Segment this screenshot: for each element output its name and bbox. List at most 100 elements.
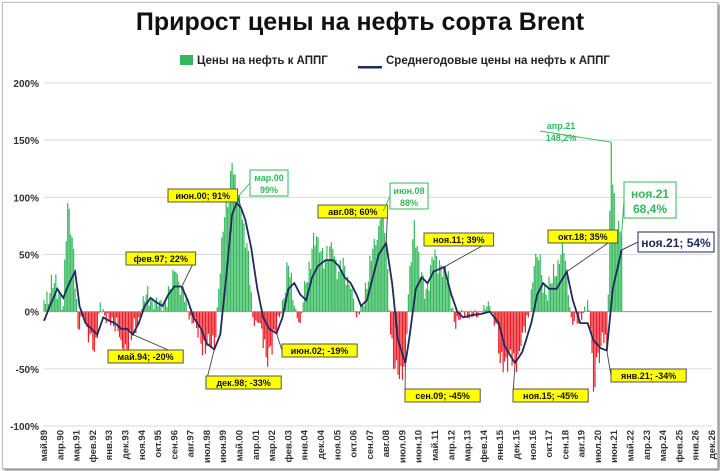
bar (526, 311, 528, 316)
bar (589, 311, 592, 329)
bar (259, 311, 261, 323)
bar (607, 294, 609, 312)
bar (65, 241, 67, 312)
bar (378, 225, 380, 312)
bar (384, 232, 386, 312)
bar (166, 307, 168, 312)
bar (421, 272, 423, 312)
bar (155, 297, 158, 312)
bar (281, 300, 284, 312)
x-tick-label: апр.12 (446, 430, 457, 460)
bar (142, 296, 144, 312)
bar (244, 247, 247, 312)
annotation: сен.09; -45% (404, 363, 481, 403)
bar (163, 302, 165, 312)
bar (345, 284, 347, 312)
bar (190, 311, 192, 316)
bar (391, 311, 393, 339)
bar (355, 311, 358, 318)
bar (375, 244, 377, 312)
legend-bars-label: Цены на нефть к АППГ (197, 55, 328, 67)
bar (304, 280, 306, 312)
bar (151, 297, 153, 312)
bar (70, 234, 72, 312)
bar (75, 298, 78, 312)
bar (147, 286, 149, 312)
annotation-box (125, 251, 197, 266)
annotation-box (281, 343, 358, 358)
x-tick-label: июн.10 (414, 430, 425, 463)
bar (382, 211, 384, 312)
bar (218, 288, 220, 312)
bar (518, 311, 521, 352)
x-tick-label: май.11 (430, 429, 441, 460)
annotation: ноя.21; 54% (621, 231, 715, 253)
bar (498, 311, 500, 354)
bar (118, 311, 121, 338)
y-tick-label: 200% (13, 79, 39, 90)
bar (277, 311, 279, 316)
bar (320, 251, 322, 312)
bar (67, 203, 69, 312)
bar (292, 299, 294, 312)
bar (90, 311, 92, 333)
bar (594, 311, 596, 388)
bar (338, 271, 340, 312)
bar (544, 283, 546, 312)
bar (178, 281, 180, 312)
annotation-label: май.94; -20% (118, 352, 174, 362)
y-tick-label: 0% (25, 308, 40, 319)
bar (444, 266, 446, 312)
x-tick-label: мар.13 (463, 430, 474, 461)
x-tick-label: сен.07 (365, 430, 376, 460)
bar (169, 288, 171, 312)
bar (247, 250, 249, 312)
annotation: дек.98; -33% (205, 349, 282, 390)
bar (461, 309, 463, 312)
bar (154, 300, 156, 312)
bar (615, 231, 617, 312)
bar (158, 300, 161, 312)
bar (610, 142, 612, 312)
annotation: фев.97; 22% (125, 251, 197, 287)
x-tick-label: окт.95 (153, 429, 164, 457)
annotation-label: ноя.21; 54% (641, 236, 711, 250)
bar (253, 311, 255, 327)
y-tick-label: 50% (19, 251, 39, 262)
annotation: апр.21 148,2% (539, 121, 612, 143)
bar (315, 236, 318, 312)
bar (621, 233, 623, 312)
bar (58, 291, 60, 312)
bar (548, 276, 550, 312)
bar (360, 305, 362, 312)
bar (545, 294, 547, 312)
annotation-leader (606, 350, 612, 376)
bar (487, 301, 489, 312)
bar (413, 220, 415, 312)
bar (170, 289, 172, 312)
bar (271, 311, 273, 355)
y-tick-label: -100% (10, 422, 39, 433)
bar (238, 194, 241, 312)
x-tick-label: июн.21 (609, 429, 620, 463)
bar (484, 309, 486, 312)
x-tick-label: фев.25 (674, 429, 685, 462)
x-tick-label: июл.20 (593, 430, 604, 463)
bar (296, 311, 298, 319)
bar (78, 311, 81, 330)
bar (597, 311, 599, 353)
bar (176, 273, 178, 312)
annotation-label: ноя.21 (631, 187, 669, 201)
bar (388, 309, 390, 312)
bar (302, 302, 304, 312)
bar (400, 311, 402, 367)
x-tick-label: май.00 (235, 430, 246, 461)
bar (262, 311, 264, 349)
x-tick-label: мар.91 (72, 429, 83, 461)
bar (572, 311, 574, 325)
bar (255, 311, 257, 321)
x-tick-label: янв.26 (691, 430, 702, 460)
annotation-box (205, 375, 282, 390)
x-tick-label: окт.06 (349, 430, 360, 458)
bar (486, 306, 488, 312)
